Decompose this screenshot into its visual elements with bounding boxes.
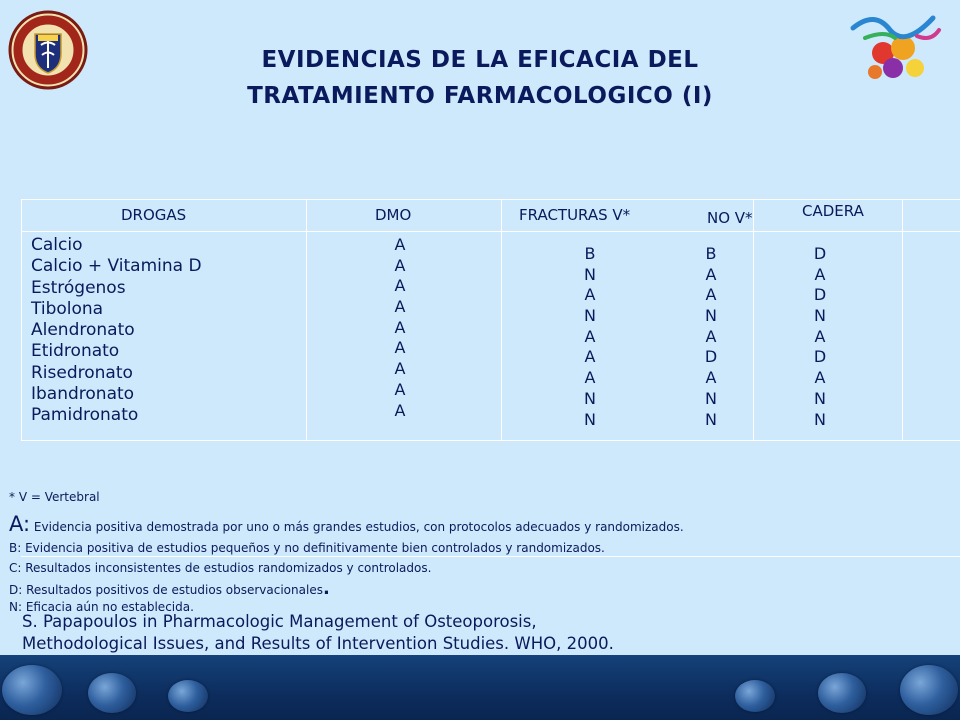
- header-drogas: DROGAS: [121, 206, 187, 224]
- list-item: Pamidronato: [31, 405, 139, 426]
- dmo-cell: A: [394, 379, 406, 399]
- no-v-column: B A A N A D A N N: [701, 244, 721, 430]
- footnote-a-letter: A:: [9, 512, 31, 536]
- dmo-cell: A: [394, 297, 406, 317]
- footnote-c: C: Resultados inconsistentes de estudios…: [9, 561, 432, 575]
- decorative-sphere-icon: [168, 680, 208, 712]
- citation-line-1: S. Papapoulos in Pharmacologic Managemen…: [22, 612, 537, 631]
- footnote-d: D: Resultados positivos de estudios obse…: [9, 578, 330, 599]
- header-cadera: CADERA: [802, 202, 864, 220]
- dmo-cell: A: [394, 276, 406, 296]
- decorative-pharma-logo-icon: [850, 15, 941, 79]
- col-divider-2: [501, 199, 502, 441]
- fracturas-v-cell: A: [584, 285, 596, 305]
- footnote-vertebral: * V = Vertebral: [9, 490, 100, 504]
- fracturas-v-cell: N: [584, 306, 596, 326]
- no-v-cell: N: [705, 409, 717, 429]
- decorative-sphere-icon: [88, 673, 136, 713]
- cadera-cell: A: [814, 368, 826, 388]
- header-dmo: DMO: [375, 206, 412, 224]
- footnote-separator: [21, 556, 960, 557]
- dmo-cell: A: [394, 400, 406, 420]
- no-v-cell: A: [705, 326, 717, 346]
- header-separator: [21, 231, 960, 232]
- list-item: Calcio: [31, 235, 83, 255]
- cadera-cell: A: [814, 326, 826, 346]
- fracturas-v-cell: A: [584, 326, 596, 346]
- table-top-border: [21, 199, 960, 200]
- decorative-sphere-icon: [2, 665, 62, 715]
- fracturas-v-cell: N: [584, 264, 596, 284]
- title-line-1: EVIDENCIAS DE LA EFICACIA DEL: [261, 47, 699, 73]
- list-item: Etidronato: [31, 341, 120, 362]
- bottom-decorative-bar: [0, 655, 960, 720]
- list-item: Alendronato: [31, 320, 135, 341]
- no-v-cell: A: [705, 368, 717, 388]
- footnote-a: A: Evidencia positiva demostrada por uno…: [9, 512, 684, 536]
- cadera-cell: D: [813, 347, 827, 367]
- dmo-cell: A: [394, 338, 406, 358]
- cadera-cell: A: [814, 264, 826, 284]
- list-item: Risedronato: [31, 362, 133, 383]
- list-item: Ibandronato: [31, 384, 135, 405]
- fracturas-v-cell: N: [584, 409, 596, 429]
- no-v-cell: B: [705, 244, 717, 263]
- no-v-cell: A: [705, 264, 717, 284]
- fracturas-v-cell: N: [584, 388, 596, 408]
- title-line-2: TRATAMIENTO FARMACOLOGICO (I): [247, 83, 713, 109]
- header-fracturas-v: FRACTURAS V*: [519, 206, 631, 224]
- table-left-border: [21, 199, 22, 441]
- decorative-sphere-icon: [900, 665, 958, 715]
- citation: S. Papapoulos in Pharmacologic Managemen…: [22, 611, 614, 655]
- no-v-cell: A: [705, 285, 717, 305]
- footnote-b: B: Evidencia positiva de estudios pequeñ…: [9, 541, 605, 555]
- list-item: Estrógenos: [31, 277, 126, 298]
- dmo-column: A A A A A A A A A: [390, 235, 410, 421]
- fracturas-v-cell: A: [584, 368, 596, 388]
- citation-line-2: Methodological Issues, and Results of In…: [22, 634, 614, 653]
- page-title: EVIDENCIAS DE LA EFICACIA DEL TRATAMIENT…: [160, 42, 800, 114]
- no-v-cell: N: [705, 388, 717, 408]
- footnote-d-text: D: Resultados positivos de estudios obse…: [9, 583, 323, 597]
- drug-list: Calcio Calcio + Vitamina D Estrógenos Ti…: [31, 235, 202, 427]
- footnote-d-dot: .: [322, 578, 330, 599]
- cadera-cell: D: [813, 244, 827, 263]
- header-no-v: NO V*: [707, 209, 753, 227]
- university-seal-icon: [8, 10, 88, 90]
- footnote-a-text: Evidencia positiva demostrada por uno o …: [30, 520, 684, 534]
- list-item: Tibolona: [31, 298, 104, 319]
- fracturas-v-cell: A: [584, 347, 596, 367]
- col-divider-1: [306, 199, 307, 441]
- cadera-cell: N: [814, 409, 826, 429]
- dmo-cell: A: [394, 317, 406, 337]
- footnote-n: N: Eficacia aún no establecida.: [9, 600, 194, 614]
- fracturas-v-cell: B: [584, 244, 596, 263]
- cadera-cell: N: [814, 388, 826, 408]
- dmo-cell: A: [394, 359, 406, 379]
- no-v-cell: N: [705, 306, 717, 326]
- col-divider-3: [753, 199, 754, 441]
- list-item: Calcio + Vitamina D: [31, 256, 202, 277]
- no-v-cell: D: [704, 347, 718, 367]
- cadera-cell: N: [814, 306, 826, 326]
- dmo-cell: A: [394, 235, 406, 254]
- decorative-sphere-icon: [818, 673, 866, 713]
- col-divider-4: [902, 199, 903, 441]
- cadera-column: D A D N A D A N N: [810, 244, 830, 430]
- cadera-cell: D: [813, 285, 827, 305]
- fracturas-v-column: B N A N A A A N N: [580, 244, 600, 430]
- table-bottom-border: [21, 440, 960, 441]
- decorative-sphere-icon: [735, 680, 775, 712]
- dmo-cell: A: [394, 255, 406, 275]
